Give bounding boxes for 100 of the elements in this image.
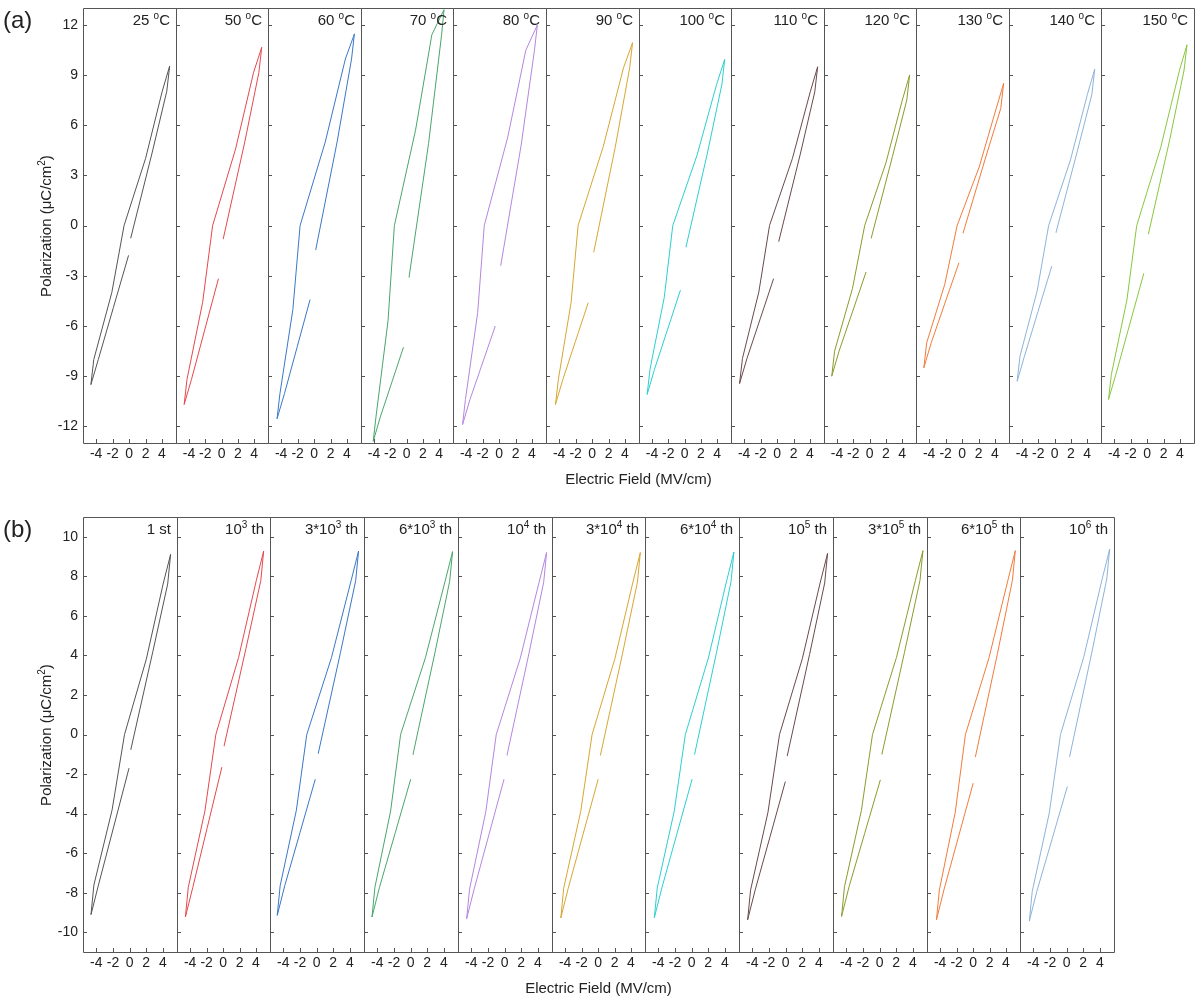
x-tick-label: 4: [908, 954, 917, 971]
x-tick-label: 0: [687, 954, 696, 971]
x-tick-label: -2: [106, 954, 120, 971]
y-tick-label: -6: [65, 316, 79, 333]
chart-title: 10$^{4}$ th: [507, 519, 546, 538]
x-tick-label: -2: [569, 445, 583, 462]
x-tick-label: -4: [465, 954, 478, 971]
x-tick-label: -2: [200, 954, 214, 971]
y-tick-label: -2: [65, 764, 79, 781]
chart-title: 3*10$^{3}$ th: [304, 519, 358, 538]
text: (b): [3, 515, 33, 543]
x-tick-label: 0: [219, 954, 228, 971]
y-tick-label: -3: [65, 266, 79, 283]
x-tick-label: 2: [511, 445, 520, 462]
x-tick-label: -4: [558, 954, 572, 971]
x-tick-label: -2: [950, 954, 964, 971]
x-tick-label: -4: [371, 954, 384, 971]
x-tick-label: 0: [594, 954, 603, 971]
x-tick-label: -2: [575, 954, 589, 971]
x-tick-label: 4: [345, 954, 354, 971]
y-tick-label: -4: [65, 804, 79, 821]
x-tick-label: -4: [1107, 445, 1121, 462]
x-tick-label: 0: [969, 954, 978, 971]
x-tick-label: 4: [720, 954, 729, 971]
x-tick-label: 0: [312, 954, 321, 971]
x-tick-label: -2: [387, 954, 401, 971]
text: (a): [3, 6, 33, 34]
y-tick-label: 9: [70, 65, 79, 82]
x-tick-label: -4: [1015, 445, 1029, 462]
x-tick-label: -4: [367, 445, 381, 462]
y-tick-label: 12: [62, 15, 79, 32]
x-tick-label: -4: [274, 445, 288, 462]
x-tick-label: 0: [1062, 954, 1071, 971]
chart-title: 140 $^{o}$C: [1049, 10, 1095, 29]
x-tick-label: -2: [1043, 954, 1057, 971]
x-tick-label: -4: [182, 445, 196, 462]
y-tick-label: -10: [57, 923, 79, 940]
chart-title: 1 st: [146, 520, 171, 538]
x-tick-label: 0: [781, 954, 790, 971]
x-tick-label: 4: [250, 445, 259, 462]
x-tick-label: 4: [158, 954, 167, 971]
x-tick-label: 0: [680, 445, 689, 462]
x-tick-label: -2: [199, 445, 212, 462]
x-tick-label: 2: [610, 954, 619, 971]
chart-title: 60 $^{o}$C: [317, 10, 355, 29]
x-tick-label: 2: [1079, 954, 1088, 971]
x-tick-label: 2: [892, 954, 901, 971]
x-tick-label: 4: [1002, 954, 1011, 971]
chart-title: 80 $^{o}$C: [502, 10, 540, 29]
x-tick-label: -2: [762, 954, 776, 971]
y-tick-label: 0: [70, 725, 79, 742]
x-tick-label: 4: [627, 954, 636, 971]
x-tick-label: 0: [958, 445, 967, 462]
y-tick-label: -12: [57, 417, 79, 434]
x-tick-label: -2: [106, 445, 120, 462]
x-tick-label: -2: [939, 445, 953, 462]
chart-title: 3*10$^{4}$ th: [585, 519, 639, 538]
chart-title: 100 $^{o}$C: [679, 10, 725, 29]
x-tick-label: 4: [1095, 954, 1104, 971]
x-tick-label: 2: [423, 954, 432, 971]
x-tick-label: 2: [142, 954, 151, 971]
x-tick-label: 4: [158, 445, 167, 462]
x-tick-label: 0: [500, 954, 509, 971]
x-tick-label: -2: [668, 954, 682, 971]
x-tick-label: 2: [326, 445, 335, 462]
x-tick-label: -2: [291, 445, 305, 462]
x-tick-label: -2: [1124, 445, 1138, 462]
x-tick-label: -2: [476, 445, 490, 462]
chart-title: 110 $^{o}$C: [773, 10, 818, 29]
x-tick-label: 4: [1083, 445, 1092, 462]
x-tick-label: -4: [933, 954, 947, 971]
chart-title: 6*10$^{3}$ th: [398, 519, 452, 538]
x-tick-label: -2: [481, 954, 495, 971]
x-tick-label: 2: [141, 445, 150, 462]
chart-title: 10$^{3}$ th: [225, 519, 264, 538]
x-tick-label: -4: [645, 445, 659, 462]
y-tick-label: 4: [70, 646, 79, 663]
x-tick-label: 2: [235, 954, 244, 971]
chart-title: 50 $^{o}$C: [224, 10, 262, 29]
x-tick-label: -4: [183, 954, 197, 971]
y-tick-label: -6: [65, 844, 79, 860]
x-tick-label: -2: [856, 954, 870, 971]
x-tick-label: -4: [90, 954, 103, 971]
x-tick-label: 4: [806, 445, 815, 462]
x-tick-label: -4: [830, 445, 844, 462]
x-tick-label: 4: [991, 445, 1000, 462]
x-tick-label: 0: [865, 445, 874, 462]
x-tick-label: -4: [277, 954, 290, 971]
y-tick-label: 0: [70, 216, 79, 233]
x-tick-label: -2: [293, 954, 307, 971]
x-tick-label: 0: [773, 445, 782, 462]
x-tick-label: -2: [847, 445, 860, 462]
chart-title: 10$^{6}$ th: [1069, 519, 1108, 538]
x-tick-label: 2: [704, 954, 713, 971]
x-tick-label: 4: [439, 954, 448, 971]
x-tick-label: 0: [875, 954, 884, 971]
y-tick-label: 3: [70, 166, 79, 183]
y-tick-label: -9: [65, 366, 79, 383]
x-tick-label: 4: [435, 445, 444, 462]
x-tick-label: 2: [881, 445, 890, 462]
